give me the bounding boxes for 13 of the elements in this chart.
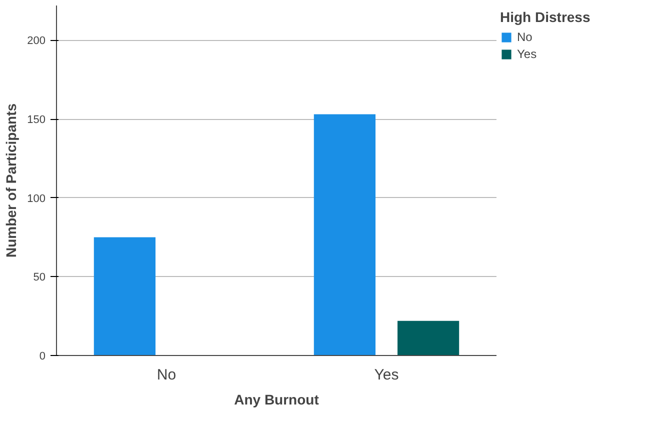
y-tick-label: 200 <box>27 35 46 48</box>
y-tick-label: 0 <box>39 350 46 362</box>
legend-label: Yes <box>517 47 537 61</box>
bar <box>94 237 156 356</box>
y-tick-label: 150 <box>27 114 46 126</box>
y-tick-label: 100 <box>27 192 46 205</box>
x-axis-title: Any Burnout <box>234 392 320 408</box>
legend-title: High Distress <box>500 9 590 25</box>
bar <box>398 320 460 356</box>
y-tick-label: 50 <box>33 272 46 284</box>
y-axis-title: Number of Participants <box>3 103 20 258</box>
bar <box>314 114 376 356</box>
legend-label: No <box>517 30 534 44</box>
